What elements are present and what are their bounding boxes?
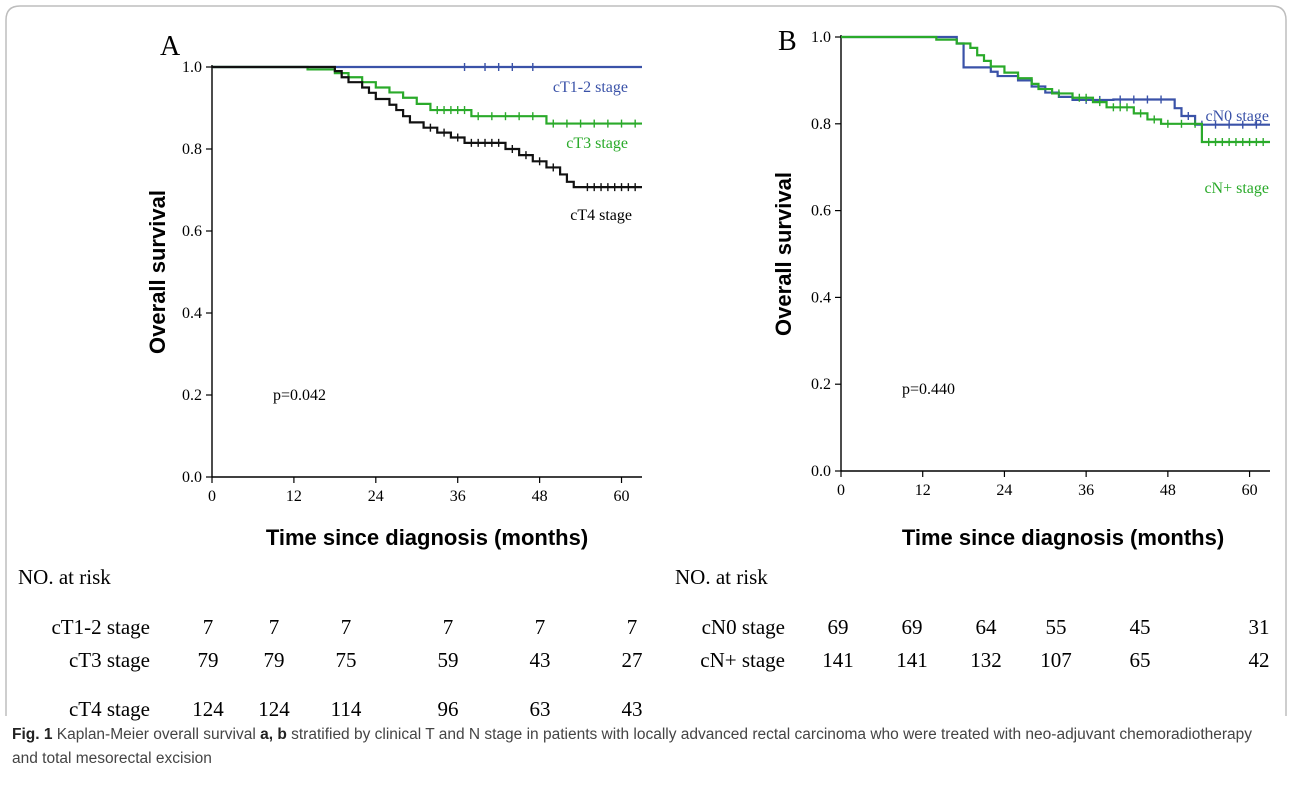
risk-cell: 7: [202, 615, 214, 639]
chart-panel-a: A 0.0 0.2 0.4 0.6 0.8 1.0 0 12 24 36 48 60 Time since…: [145, 31, 642, 550]
p-value-annotation: p=0.440: [902, 381, 955, 398]
y-tick-label: 0.4: [811, 289, 831, 306]
x-tick-label: 0: [837, 482, 845, 499]
figure-caption: Fig. 1 Kaplan-Meier overall survival a, …: [12, 723, 1282, 771]
x-axis-label: Time since diagnosis (months): [266, 525, 588, 550]
risk-cell: 124: [258, 697, 290, 721]
y-tick-label: 0.6: [811, 203, 831, 220]
y-tick-label: 0.2: [182, 387, 202, 404]
series-label: cN+ stage: [1204, 180, 1269, 197]
y-tick-label: 0.0: [811, 463, 831, 480]
risk-cell: 75: [335, 648, 357, 672]
risk-row-label: cN+ stage: [700, 648, 785, 672]
risk-cell: 96: [437, 697, 459, 721]
risk-cell: 31: [1248, 615, 1270, 639]
risk-cell: 141: [896, 648, 928, 672]
y-tick-label: 0.0: [182, 469, 202, 486]
risk-cell: 45: [1129, 615, 1151, 639]
risk-cell: 7: [534, 615, 546, 639]
risk-cell: 7: [626, 615, 638, 639]
series-label: cT1-2 stage: [553, 79, 628, 96]
survival-curve: [212, 65, 642, 189]
y-axis-label: Overall survival: [771, 172, 796, 336]
risk-cell: 79: [263, 648, 285, 672]
y-axis-label: Overall survival: [145, 190, 170, 354]
x-tick-label: 12: [286, 488, 302, 505]
chart-panel-b: B 0.0 0.2 0.4 0.6 0.8 1.0 0 12 24 36 48 60 Time since…: [771, 26, 1270, 550]
risk-cell: 114: [330, 697, 362, 721]
x-tick-label: 24: [368, 488, 384, 505]
x-tick-label: 36: [450, 488, 466, 505]
risk-cell: 59: [437, 648, 459, 672]
risk-cell: 132: [970, 648, 1002, 672]
p-value-annotation: p=0.042: [273, 387, 326, 404]
x-tick-label: 0: [208, 488, 216, 505]
risk-cell: 43: [621, 697, 643, 721]
risk-row-label: cN0 stage: [701, 615, 785, 639]
series-label: cN0 stage: [1205, 108, 1269, 125]
x-tick-label: 60: [1242, 482, 1258, 499]
risk-cell: 7: [442, 615, 454, 639]
x-tick-label: 60: [614, 488, 630, 505]
x-tick-label: 36: [1078, 482, 1094, 499]
risk-row-label: cT4 stage: [68, 697, 150, 721]
survival-curve: [212, 65, 642, 125]
risk-table-title: NO. at risk: [675, 565, 768, 589]
risk-table-title: NO. at risk: [18, 565, 111, 589]
y-tick-label: 0.2: [811, 376, 831, 393]
x-tick-label: 24: [996, 482, 1012, 499]
panel-letter: A: [160, 31, 181, 62]
survival-curve: [841, 35, 1270, 144]
risk-cell: 79: [197, 648, 219, 672]
risk-cell: 65: [1129, 648, 1151, 672]
y-tick-label: 1.0: [811, 29, 831, 46]
risk-cell: 43: [529, 648, 551, 672]
risk-cell: 107: [1040, 648, 1072, 672]
caption-text-part1: Kaplan-Meier overall survival: [52, 726, 261, 743]
caption-panel-refs: a, b: [260, 726, 287, 743]
risk-cell: 42: [1248, 648, 1270, 672]
y-tick-label: 0.8: [182, 141, 202, 158]
y-tick-label: 0.4: [182, 305, 202, 322]
series-label: cT4 stage: [570, 207, 632, 224]
x-tick-label: 48: [1160, 482, 1176, 499]
risk-cell: 124: [192, 697, 224, 721]
risk-cell: 7: [268, 615, 280, 639]
x-tick-label: 12: [915, 482, 931, 499]
risk-cell: 64: [975, 615, 997, 639]
caption-text-part2: stratified by clinical T and N stage in …: [12, 726, 1253, 767]
x-axis-label: Time since diagnosis (months): [902, 525, 1224, 550]
risk-row-label: cT1-2 stage: [51, 615, 150, 639]
risk-cell: 69: [827, 615, 849, 639]
risk-row-label: cT3 stage: [68, 648, 150, 672]
risk-cell: 63: [529, 697, 551, 721]
risk-cell: 7: [340, 615, 352, 639]
panel-letter: B: [778, 26, 797, 57]
risk-cell: 55: [1045, 615, 1067, 639]
x-tick-label: 48: [532, 488, 548, 505]
y-tick-label: 1.0: [182, 59, 202, 76]
y-tick-label: 0.8: [811, 116, 831, 133]
risk-cell: 141: [822, 648, 854, 672]
caption-fig-label: Fig. 1: [12, 726, 53, 743]
y-tick-label: 0.6: [182, 223, 202, 240]
risk-cell: 27: [621, 648, 643, 672]
risk-cell: 69: [901, 615, 923, 639]
series-label: cT3 stage: [566, 135, 628, 152]
